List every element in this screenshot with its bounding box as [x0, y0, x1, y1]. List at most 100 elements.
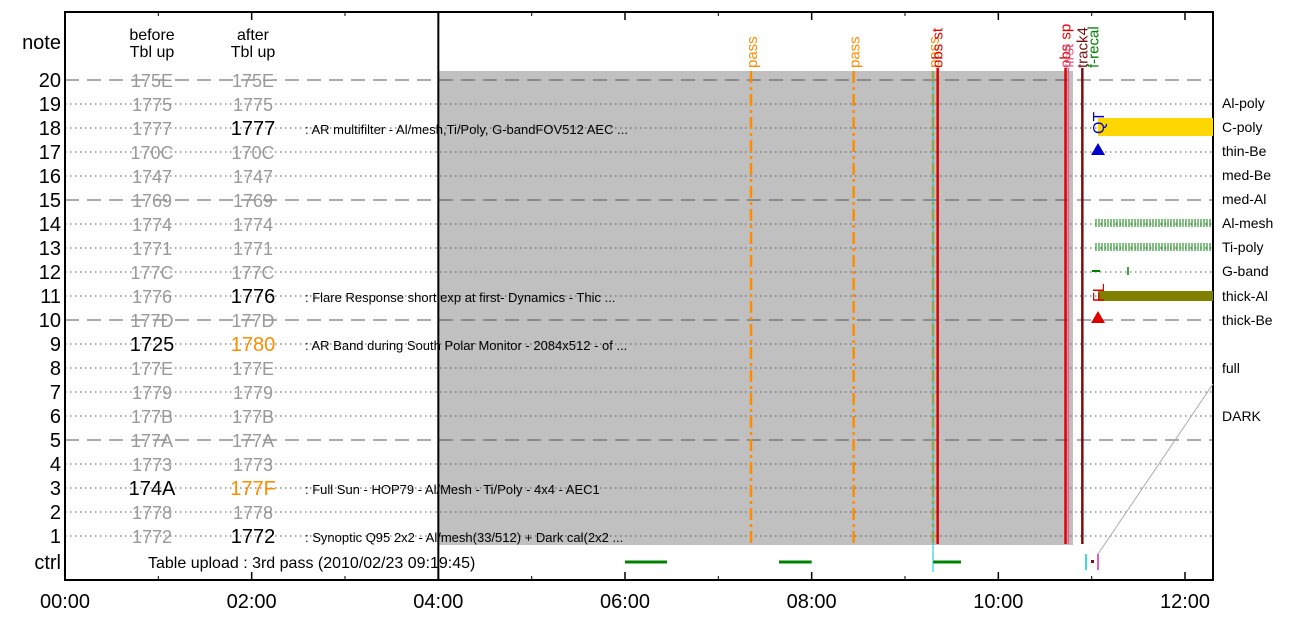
before-value-row-8: 177E — [131, 359, 173, 379]
full-connector-line — [1097, 383, 1214, 555]
filter-label-med-Al: med-Al — [1222, 191, 1266, 207]
filter-label-DARK: DARK — [1222, 408, 1262, 424]
y-label-16: 16 — [39, 166, 61, 188]
before-value-row-12: 177C — [130, 263, 173, 283]
y-label-2: 2 — [50, 502, 61, 524]
filter-label-thick-Al: thick-Al — [1222, 288, 1268, 304]
after-value-row-11: 1776 — [231, 286, 276, 308]
after-value-row-4: 1773 — [233, 455, 273, 475]
pass-marker-label-0: pass — [744, 36, 761, 68]
before-value-row-20: 175E — [131, 71, 173, 91]
ctrl-dot — [1091, 560, 1094, 563]
before-value-row-19: 1775 — [132, 95, 172, 115]
event-label-3: track4 — [1074, 27, 1091, 68]
y-label-10: 10 — [39, 310, 61, 332]
pass-marker-label-2: pass — [926, 36, 943, 68]
y-label-12: 12 — [39, 262, 61, 284]
c-poly-bar — [1098, 118, 1213, 136]
after-value-row-5: 177A — [232, 431, 274, 451]
x-tick-label-4: 08:00 — [787, 591, 837, 613]
filter-label-full: full — [1222, 360, 1240, 376]
description-row-9: : AR Band during South Polar Monitor - 2… — [305, 338, 627, 353]
after-value-row-18: 1777 — [231, 118, 276, 140]
column-header-before-line1: before — [129, 27, 174, 44]
description-row-11: : Flare Response short exp at first- Dyn… — [305, 290, 615, 305]
mesh-poly-hatch — [1095, 219, 1211, 251]
y-label-3: 3 — [50, 478, 61, 500]
after-value-row-17: 170C — [231, 143, 274, 163]
after-value-row-20: 175E — [232, 71, 274, 91]
column-header-before-line2: Tbl up — [130, 44, 175, 61]
filter-label-med-Be: med-Be — [1222, 167, 1271, 183]
before-value-row-11: 1776 — [132, 287, 172, 307]
before-value-row-5: 177A — [131, 431, 173, 451]
y-label-13: 13 — [39, 238, 61, 260]
y-label-1: 1 — [50, 526, 61, 548]
before-value-row-6: 177B — [131, 407, 173, 427]
column-header-after-line2: Tbl up — [231, 44, 276, 61]
event-label-4: f-recal — [1086, 26, 1103, 68]
filter-label-Al-poly: Al-poly — [1222, 95, 1265, 111]
column-header-after-line1: after — [237, 27, 270, 44]
after-value-row-12: 177C — [231, 263, 274, 283]
marker-label-FL: FL — [1091, 283, 1108, 302]
after-value-row-6: 177B — [232, 407, 274, 427]
marker-label-QT: QT — [1091, 112, 1108, 134]
y-label-11: 11 — [40, 286, 61, 308]
before-value-row-3: 174A — [129, 478, 176, 500]
x-tick-label-2: 04:00 — [413, 591, 463, 613]
after-value-row-15: 1769 — [233, 191, 273, 211]
y-label-19: 19 — [39, 94, 61, 116]
description-row-18: : AR multifilter - Al/mesh,Ti/Poly, G-ba… — [305, 122, 628, 137]
filter-label-Al-mesh: Al-mesh — [1222, 215, 1273, 231]
event-label-2: first — [1060, 43, 1077, 68]
after-value-row-9: 1780 — [231, 334, 276, 356]
x-tick-label-6: 12:00 — [1160, 591, 1210, 613]
after-value-row-10: 177D — [231, 311, 274, 331]
event-label-1: obs sp — [1058, 24, 1075, 68]
y-label-20: 20 — [39, 70, 61, 92]
after-value-row-7: 1779 — [233, 383, 273, 403]
thick-al-bar — [1098, 291, 1213, 301]
before-value-row-9: 1725 — [130, 334, 175, 356]
before-value-row-4: 1773 — [132, 455, 172, 475]
after-value-row-14: 1774 — [233, 215, 273, 235]
marker-triangle-QT — [1091, 143, 1105, 155]
after-value-row-3: 177F — [230, 478, 276, 500]
before-value-row-10: 177D — [130, 311, 173, 331]
before-value-row-16: 1747 — [132, 167, 172, 187]
description-row-1: : Synoptic Q95 2x2 - Al/mesh(33/512) + D… — [305, 530, 623, 545]
before-value-row-7: 1779 — [132, 383, 172, 403]
before-value-row-1: 1772 — [132, 527, 172, 547]
pass-marker-label-1: pass — [847, 36, 864, 68]
ctrl-text: Table upload : 3rd pass (2010/02/23 09:1… — [148, 555, 475, 572]
y-label-6: 6 — [50, 406, 61, 428]
filter-label-C-poly: C-poly — [1222, 119, 1262, 135]
y-label-4: 4 — [50, 454, 61, 476]
y-label-7: 7 — [50, 382, 61, 404]
y-label-15: 15 — [39, 190, 61, 212]
shaded-interval — [438, 71, 1073, 545]
y-label-9: 9 — [50, 334, 61, 356]
x-tick-label-3: 06:00 — [600, 591, 650, 613]
before-value-row-14: 1774 — [132, 215, 172, 235]
y-label-note: note — [22, 32, 61, 54]
event-label-0: obs st — [930, 27, 947, 68]
before-value-row-15: 1769 — [132, 191, 172, 211]
before-value-row-17: 170C — [130, 143, 173, 163]
x-tick-label-0: 00:00 — [40, 591, 90, 613]
filter-label-G-band: G-band — [1222, 263, 1269, 279]
after-value-row-19: 1775 — [233, 95, 273, 115]
filter-label-Ti-poly: Ti-poly — [1222, 239, 1264, 255]
description-row-3: : Full Sun - HOP79 - Al/Mesh - Ti/Poly -… — [305, 482, 600, 497]
filter-label-thin-Be: thin-Be — [1222, 143, 1267, 159]
after-value-row-13: 1771 — [233, 239, 273, 259]
filter-label-thick-Be: thick-Be — [1222, 312, 1273, 328]
before-value-row-2: 1778 — [132, 503, 172, 523]
after-value-row-16: 1747 — [233, 167, 273, 187]
y-label-ctrl: ctrl — [34, 552, 61, 574]
after-value-row-8: 177E — [232, 359, 274, 379]
x-tick-label-5: 10:00 — [973, 591, 1023, 613]
marker-triangle-FL — [1091, 311, 1105, 323]
